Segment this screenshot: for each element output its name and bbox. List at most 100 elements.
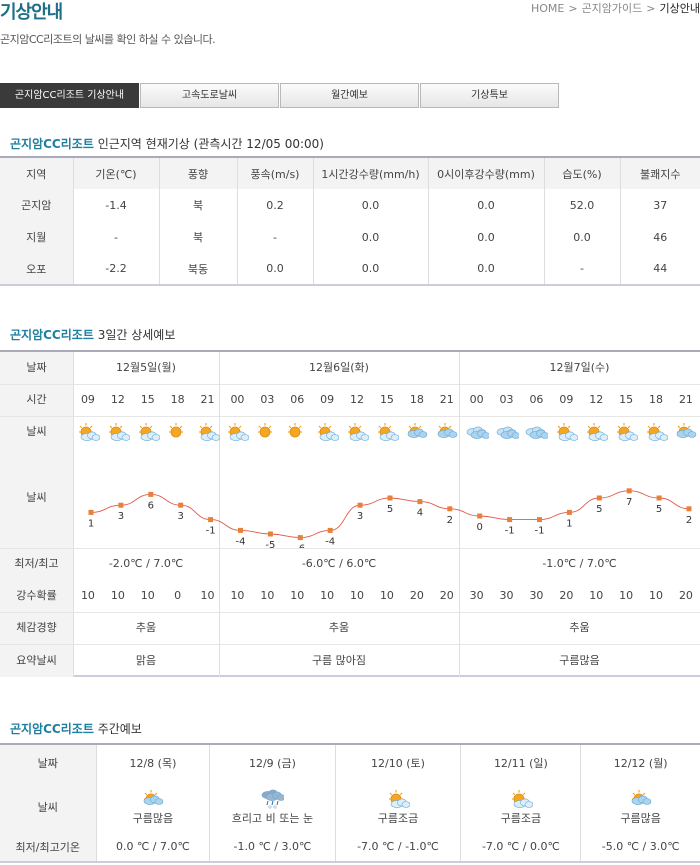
table-row: 곤지암 -1.4 북 0.2 0.0 0.0 52.0 37 bbox=[0, 189, 700, 221]
weather-icon bbox=[73, 416, 103, 448]
hour-label: 12 bbox=[110, 393, 125, 406]
weather-icon bbox=[193, 416, 223, 448]
tab-monthly-forecast[interactable]: 월간예보 bbox=[280, 83, 419, 108]
header-cell: 풍향 bbox=[158, 157, 237, 189]
week-weather-text: 구름많음 bbox=[132, 811, 174, 825]
row-cell: 0.0 bbox=[543, 221, 620, 253]
hour-label: 06 bbox=[290, 393, 305, 406]
tab-resort-weather[interactable]: 곤지암CC리조트 기상안내 bbox=[0, 83, 139, 108]
week-weather-text: 구름많음 bbox=[620, 811, 661, 825]
tab-highway-weather[interactable]: 고속도로날씨 bbox=[140, 83, 279, 108]
row-label: 날짜 bbox=[0, 744, 96, 781]
temperature-label: -1 bbox=[206, 526, 216, 537]
tab-bar: 곤지암CC리조트 기상안내 고속도로날씨 월간예보 기상특보 bbox=[0, 83, 560, 108]
row-cell: -2.2 bbox=[72, 253, 159, 285]
row-cell: 0.0 bbox=[312, 253, 428, 285]
weather-icon bbox=[671, 416, 700, 448]
page-title: 기상안내 bbox=[0, 2, 63, 23]
day-date: 12월6일(화) bbox=[309, 361, 369, 374]
weather-icon bbox=[312, 416, 342, 448]
temperature-point bbox=[626, 488, 632, 494]
temperature-point bbox=[387, 495, 393, 501]
weather-icon bbox=[581, 416, 611, 448]
row-cell: - bbox=[236, 221, 313, 253]
precip-value: 30 bbox=[469, 589, 484, 602]
precip-value: 20 bbox=[409, 589, 424, 602]
row-cell: 44 bbox=[619, 253, 700, 285]
header-cell: 지역 bbox=[0, 157, 73, 189]
precip-value: 20 bbox=[439, 589, 454, 602]
hour-label: 18 bbox=[170, 393, 185, 406]
hour-label: 09 bbox=[559, 393, 574, 406]
precip-value: 10 bbox=[619, 589, 634, 602]
week-date: 12/10 (토) bbox=[334, 744, 461, 781]
week-weather-text: 흐리고 비 또는 눈 bbox=[231, 811, 314, 825]
hour-label: 21 bbox=[439, 393, 454, 406]
precip-value: 10 bbox=[110, 589, 125, 602]
detail-forecast-table: 날짜 시간 날씨 날씨 최저/최고 강수확률 체감경향 요약날씨 12월5일(월) -2.0℃ /… bbox=[0, 350, 700, 677]
temperature-label: 2 bbox=[686, 515, 692, 526]
weather-icon bbox=[461, 788, 580, 810]
temperature-label: -4 bbox=[325, 536, 335, 547]
hour-label: 06 bbox=[529, 393, 544, 406]
breadcrumb-home[interactable]: HOME bbox=[530, 2, 565, 15]
weather-icon bbox=[133, 416, 163, 448]
week-minmax: -5.0 ℃ / 3.0℃ bbox=[580, 832, 700, 862]
row-cell: 0.0 bbox=[312, 189, 428, 221]
breadcrumb-separator: > bbox=[646, 2, 656, 15]
column-divider bbox=[459, 352, 460, 677]
hour-label: 18 bbox=[409, 393, 424, 406]
row-divider bbox=[0, 612, 700, 613]
week-minmax: -7.0 ℃ / -1.0℃ bbox=[334, 832, 461, 862]
precip-value: 0 bbox=[174, 589, 182, 602]
hour-label: 15 bbox=[619, 393, 634, 406]
day-summary: 맑음 bbox=[135, 654, 157, 667]
day-date: 12월7일(수) bbox=[549, 361, 610, 374]
weather-icon bbox=[252, 416, 282, 448]
temperature-point bbox=[178, 502, 184, 508]
precip-value: 10 bbox=[80, 589, 95, 602]
precip-value: 10 bbox=[200, 589, 215, 602]
hour-label: 21 bbox=[678, 393, 693, 406]
weather-icon bbox=[342, 416, 372, 448]
current-weather-heading: 곤지암CC리조트 인근지역 현재기상 (관측시간 12/05 00:00) bbox=[10, 135, 324, 152]
temperature-point bbox=[327, 527, 333, 533]
weather-icon bbox=[432, 416, 462, 448]
day-date: 12월5일(월) bbox=[116, 361, 176, 374]
header-cell: 풍속(m/s) bbox=[236, 157, 313, 189]
week-minmax: -7.0 ℃ / 0.0℃ bbox=[460, 832, 581, 862]
breadcrumb-guide[interactable]: 곤지암가이드 bbox=[581, 2, 643, 15]
section-place: 곤지암CC리조트 bbox=[10, 722, 94, 736]
day-minmax: -1.0℃ / 7.0℃ bbox=[542, 557, 617, 570]
row-label: 최저/최고 bbox=[0, 548, 73, 580]
row-label: 강수확률 bbox=[0, 580, 73, 612]
tab-weather-alert[interactable]: 기상특보 bbox=[420, 83, 559, 108]
temperature-point bbox=[238, 527, 243, 533]
section-place: 곤지암CC리조트 bbox=[10, 328, 94, 342]
row-cell: 0.0 bbox=[312, 221, 428, 253]
precip-value: 10 bbox=[350, 589, 365, 602]
precip-value: 10 bbox=[379, 589, 394, 602]
day-minmax: -6.0℃ / 6.0℃ bbox=[301, 557, 377, 570]
column-divider bbox=[219, 352, 220, 677]
temperature-label: 6 bbox=[148, 500, 154, 511]
section-title: 3일간 상세예보 bbox=[97, 328, 176, 342]
weekly-forecast-table: 날짜 12/8 (목) 12/9 (금) 12/10 (토) 12/11 (일)… bbox=[0, 743, 700, 863]
row-cell: 0.0 bbox=[427, 253, 544, 285]
breadcrumb-current: 기상안내 bbox=[659, 2, 700, 15]
page-subtitle: 곤지암CC리조트의 날씨를 확인 하실 수 있습니다. bbox=[0, 33, 216, 46]
temperature-point bbox=[507, 517, 513, 523]
temperature-label: 2 bbox=[447, 515, 453, 526]
weather-icon bbox=[223, 416, 253, 448]
row-divider bbox=[0, 416, 700, 417]
row-cell: -1.4 bbox=[72, 189, 159, 221]
row-label: 요약날씨 bbox=[0, 644, 73, 677]
header-cell: 불쾌지수 bbox=[619, 157, 700, 189]
precip-value: 10 bbox=[320, 589, 335, 602]
weather-icon bbox=[372, 416, 402, 448]
week-weather: 구름많음 bbox=[95, 781, 210, 832]
row-cell: - bbox=[543, 253, 620, 285]
temperature-label: -1 bbox=[535, 526, 545, 537]
weather-icon bbox=[551, 416, 581, 448]
temperature-point bbox=[417, 499, 423, 505]
